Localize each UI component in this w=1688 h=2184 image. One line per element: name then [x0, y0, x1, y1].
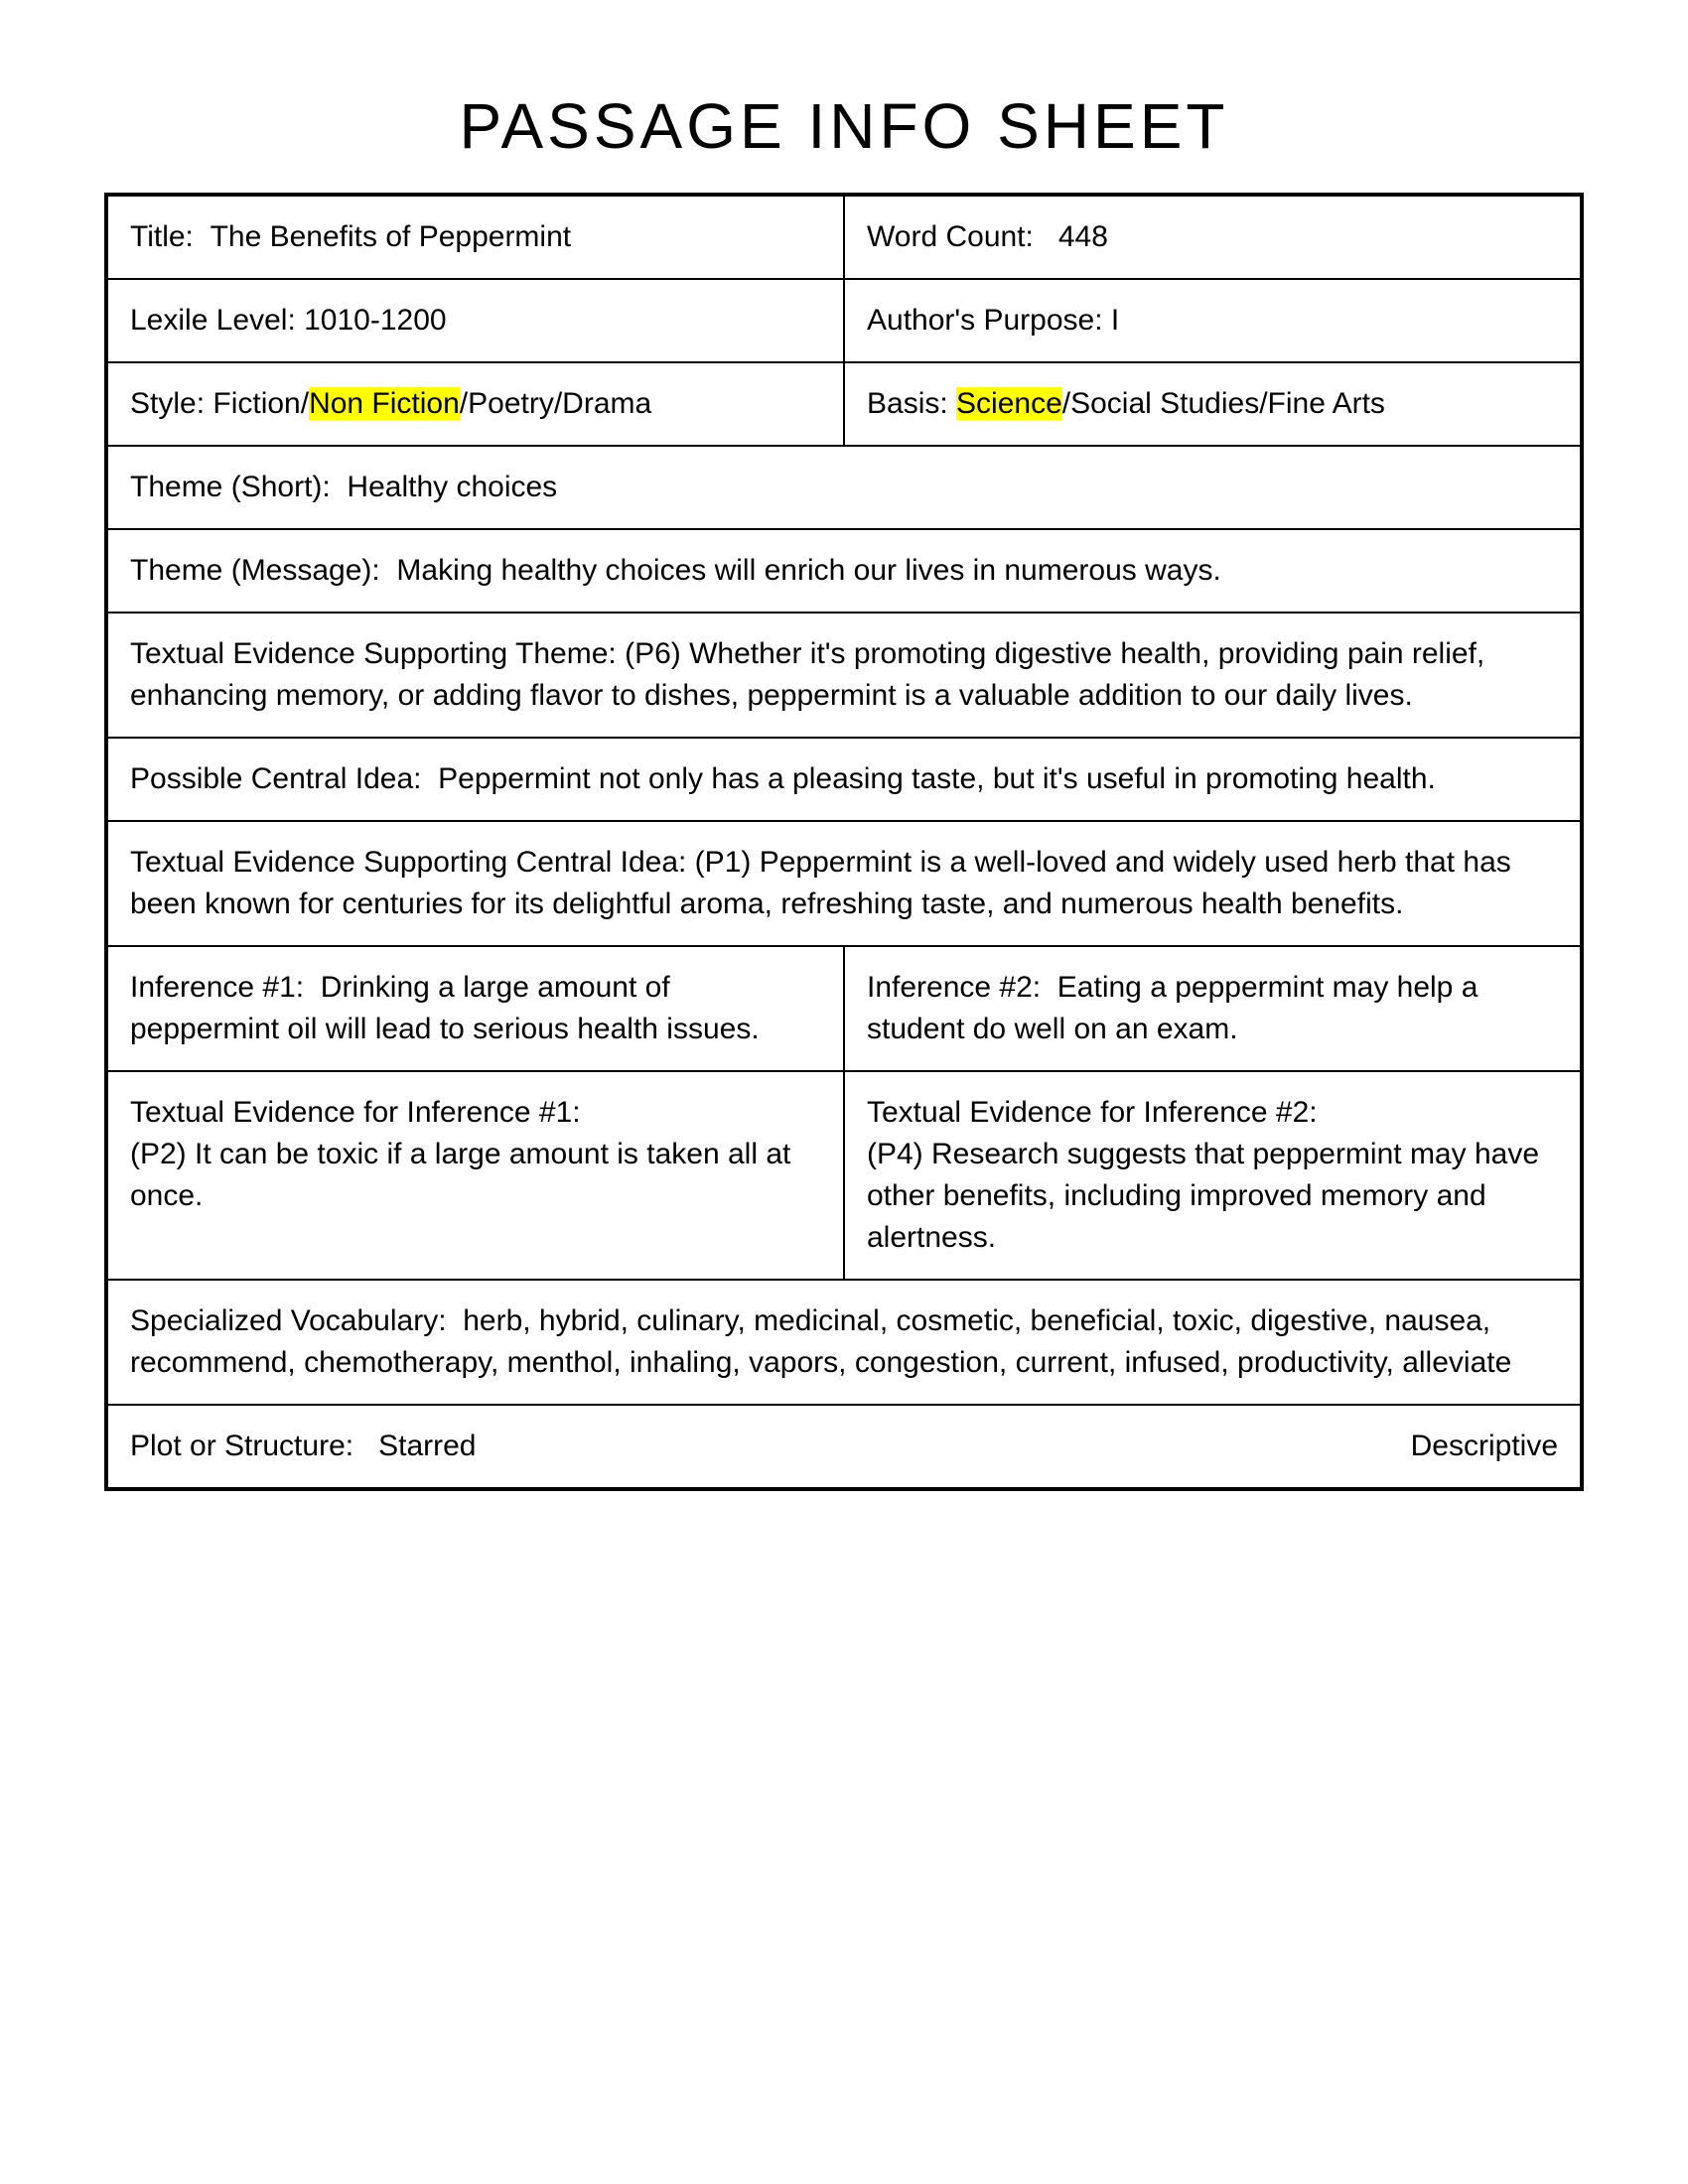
wordcount-label: Word Count:: [867, 220, 1034, 253]
inf1-evidence-cell: Textual Evidence for Inference #1: (P2) …: [106, 1071, 844, 1280]
basis-prefix: Basis:: [867, 387, 956, 420]
plot-label: Plot or Structure:: [130, 1430, 353, 1462]
inf2-ev-value: (P4) Research suggests that peppermint m…: [867, 1138, 1539, 1254]
inference1-cell: Inference #1: Drinking a large amount of…: [106, 946, 844, 1071]
inf2-label: Inference #2:: [867, 971, 1041, 1004]
title-label: Title:: [130, 220, 194, 253]
inf1-label: Inference #1:: [130, 971, 304, 1004]
style-highlight: Non Fiction: [309, 387, 460, 420]
plot-value: Starred: [378, 1430, 476, 1462]
theme-msg-value: Making healthy choices will enrich our l…: [396, 554, 1220, 587]
info-table: Title: The Benefits of Peppermint Word C…: [104, 193, 1584, 1491]
lexile-cell: Lexile Level: 1010-1200: [106, 279, 844, 362]
theme-msg-cell: Theme (Message): Making healthy choices …: [106, 529, 1582, 613]
basis-cell: Basis: Science/Social Studies/Fine Arts: [844, 362, 1582, 446]
title-cell: Title: The Benefits of Peppermint: [106, 195, 844, 279]
central-idea-cell: Possible Central Idea: Peppermint not on…: [106, 738, 1582, 821]
basis-suffix: /Social Studies/Fine Arts: [1062, 387, 1385, 420]
inf2-ev-label: Textual Evidence for Inference #2:: [867, 1096, 1318, 1129]
inf1-ev-value: (P2) It can be toxic if a large amount i…: [130, 1138, 790, 1212]
inf1-ev-label: Textual Evidence for Inference #1:: [130, 1096, 581, 1129]
central-idea-label: Possible Central Idea:: [130, 762, 422, 795]
inf2-evidence-cell: Textual Evidence for Inference #2: (P4) …: [844, 1071, 1582, 1280]
style-prefix: Style: Fiction/: [130, 387, 309, 420]
evidence-central-cell: Textual Evidence Supporting Central Idea…: [106, 821, 1582, 946]
theme-msg-label: Theme (Message):: [130, 554, 380, 587]
title-value: The Benefits of Peppermint: [211, 220, 572, 253]
wordcount-value: 448: [1058, 220, 1108, 253]
evidence-theme-cell: Textual Evidence Supporting Theme: (P6) …: [106, 613, 1582, 738]
vocab-label: Specialized Vocabulary:: [130, 1304, 447, 1337]
page-title: Passage Info Sheet: [104, 89, 1584, 163]
style-suffix: /Poetry/Drama: [460, 387, 651, 420]
inference2-cell: Inference #2: Eating a peppermint may he…: [844, 946, 1582, 1071]
style-cell: Style: Fiction/Non Fiction/Poetry/Drama: [106, 362, 844, 446]
vocab-cell: Specialized Vocabulary: herb, hybrid, cu…: [106, 1280, 1582, 1405]
basis-highlight: Science: [956, 387, 1062, 420]
theme-short-label: Theme (Short):: [130, 471, 331, 503]
theme-short-cell: Theme (Short): Healthy choices: [106, 446, 1582, 529]
purpose-cell: Author's Purpose: I: [844, 279, 1582, 362]
plot-cell: Plot or Structure: Starred Descriptive: [106, 1405, 1582, 1489]
wordcount-cell: Word Count: 448: [844, 195, 1582, 279]
central-idea-value: Peppermint not only has a pleasing taste…: [438, 762, 1436, 795]
theme-short-value: Healthy choices: [347, 471, 557, 503]
plot-descriptive: Descriptive: [1411, 1426, 1558, 1467]
